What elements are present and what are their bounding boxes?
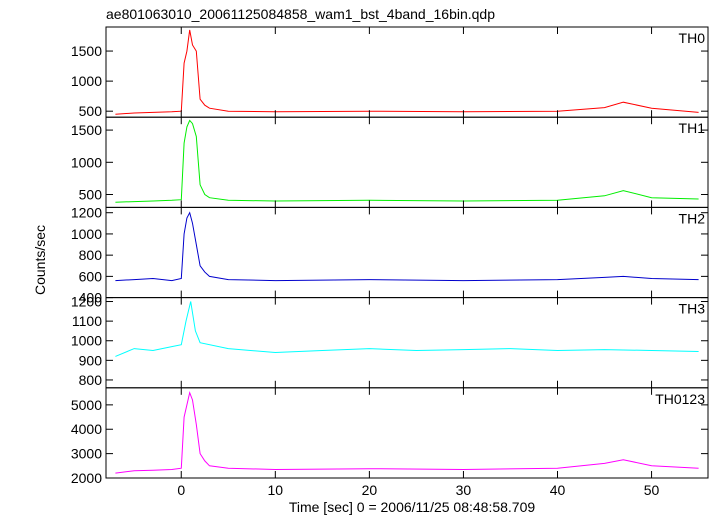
- y-tick-label: 1500: [71, 43, 102, 59]
- panel-label-th0123: TH0123: [655, 391, 705, 407]
- y-tick-label: 900: [79, 352, 103, 368]
- y-tick-label: 2000: [71, 470, 102, 486]
- y-tick-label: 1200: [71, 205, 102, 221]
- x-tick-label: 10: [268, 482, 284, 498]
- y-axis-label: Counts/sec: [32, 225, 48, 295]
- panel-label-th2: TH2: [679, 210, 706, 226]
- x-tick-label: 50: [644, 482, 660, 498]
- series-line-th1: [115, 119, 699, 203]
- x-tick-label: 20: [362, 482, 378, 498]
- series-line-th3: [115, 301, 699, 357]
- y-tick-label: 1000: [71, 226, 102, 242]
- series-line-th0123: [115, 390, 699, 474]
- x-tick-label: 0: [177, 482, 185, 498]
- y-tick-label: 400: [79, 290, 103, 306]
- y-tick-label: 1100: [72, 313, 102, 329]
- y-tick-label: 500: [79, 187, 103, 203]
- y-tick-label: 600: [79, 268, 103, 284]
- panel-label-th1: TH1: [679, 120, 706, 136]
- y-tick-label: 1000: [71, 73, 102, 89]
- y-tick-label: 1500: [71, 122, 102, 138]
- x-tick-label: 40: [550, 482, 566, 498]
- y-tick-label: 1000: [71, 154, 102, 170]
- y-tick-label: 5000: [71, 397, 102, 413]
- panel-frame-th2: [105, 206, 709, 299]
- panel-frame-th3: [105, 297, 709, 389]
- y-tick-label: 500: [79, 103, 103, 119]
- series-line-th2: [115, 211, 699, 282]
- panel-frame-th0123: [105, 387, 709, 479]
- series-line-th0: [115, 29, 699, 115]
- x-axis-label: Time [sec] 0 = 2006/11/25 08:48:58.709: [289, 499, 536, 515]
- y-tick-label: 800: [79, 372, 103, 388]
- y-tick-label: 1000: [71, 333, 102, 349]
- y-tick-label: 3000: [71, 446, 102, 462]
- x-tick-label: 30: [456, 482, 472, 498]
- y-tick-label: 800: [79, 247, 103, 263]
- panel-label-th0: TH0: [679, 30, 706, 46]
- y-tick-label: 4000: [71, 421, 102, 437]
- panel-frame-th1: [105, 116, 709, 208]
- y-tick-label: 1200: [71, 294, 102, 310]
- panel-label-th3: TH3: [679, 301, 706, 317]
- chart-title: ae801063010_20061125084858_wam1_bst_4ban…: [106, 6, 495, 22]
